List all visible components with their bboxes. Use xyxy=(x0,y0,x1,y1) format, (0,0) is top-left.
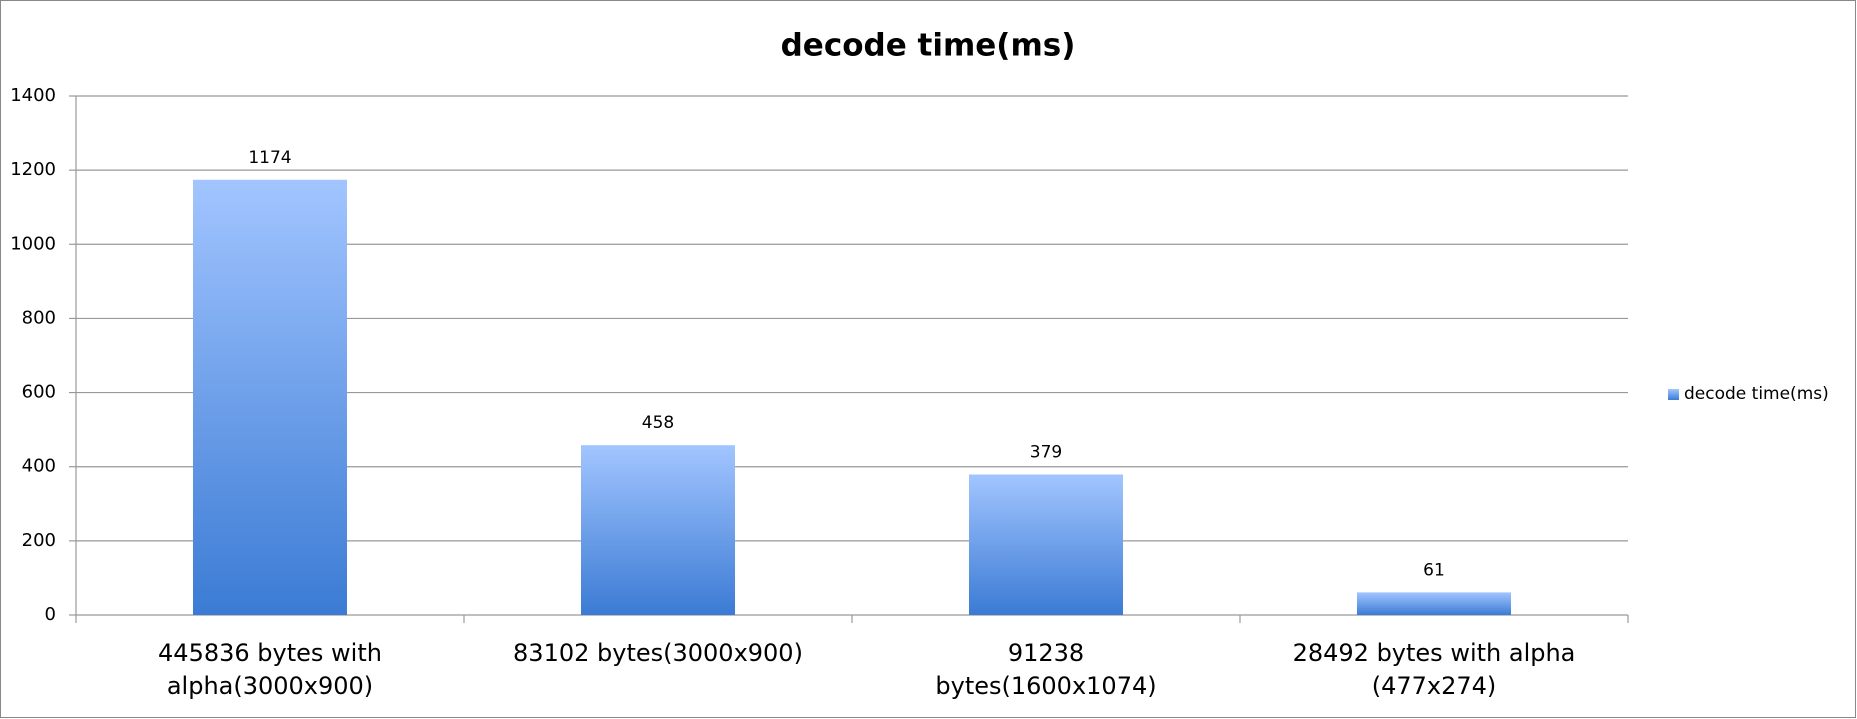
y-tick-label: 1000 xyxy=(10,233,56,254)
data-label: 458 xyxy=(642,413,674,433)
bar xyxy=(193,179,347,615)
data-label: 1174 xyxy=(248,148,291,168)
y-tick-label: 1400 xyxy=(10,85,56,106)
legend-label: decode time(ms) xyxy=(1684,384,1829,404)
bar xyxy=(1357,592,1511,615)
y-tick-label: 400 xyxy=(22,456,56,477)
legend-swatch xyxy=(1668,389,1679,400)
bar xyxy=(581,445,735,615)
data-label: 61 xyxy=(1423,560,1445,580)
y-tick-label: 1200 xyxy=(10,159,56,180)
x-tick-label: 83102 bytes(3000x900) xyxy=(513,639,803,667)
x-tick-label: 445836 bytes with alpha(3000x900) xyxy=(158,639,382,700)
y-tick-label: 0 xyxy=(45,604,56,625)
y-tick-label: 600 xyxy=(22,382,56,403)
y-tick-label: 200 xyxy=(22,530,56,551)
x-tick-label: 91238 bytes(1600x1074) xyxy=(935,639,1157,700)
bar xyxy=(969,474,1123,615)
chart-title: decode time(ms) xyxy=(781,28,1076,64)
y-tick-label: 800 xyxy=(22,307,56,328)
x-tick-label: 28492 bytes with alpha (477x274) xyxy=(1292,639,1576,700)
data-label: 379 xyxy=(1030,442,1062,462)
